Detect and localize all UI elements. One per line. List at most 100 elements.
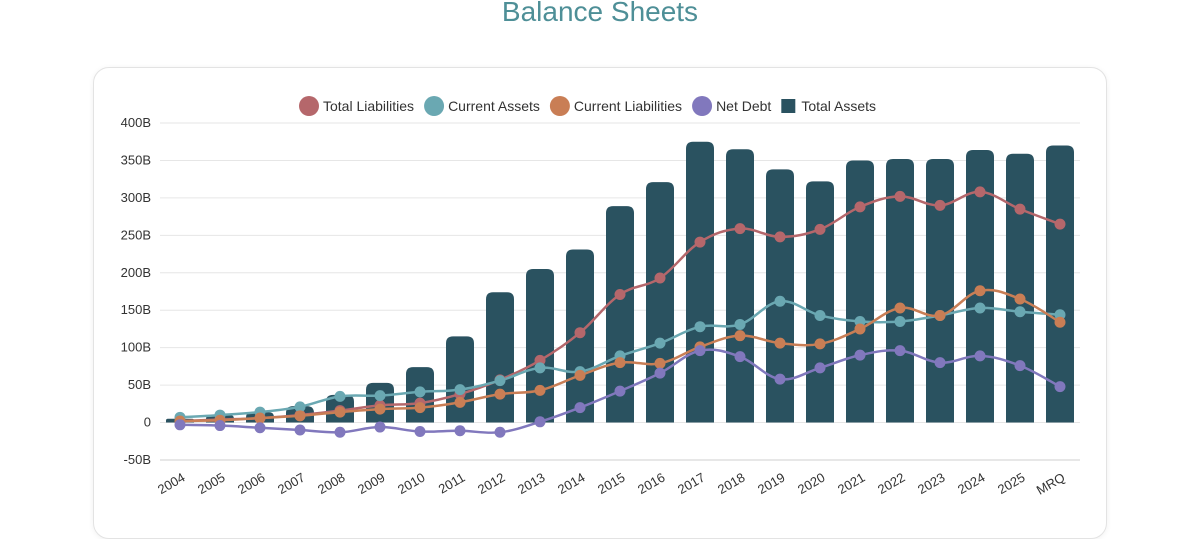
point-current-assets[interactable] [454,384,466,396]
point-current-liabilities[interactable] [774,337,786,349]
point-total-liabilities[interactable] [614,288,626,300]
point-net-debt[interactable] [854,349,866,361]
bar-total-assets[interactable] [806,181,834,423]
point-net-debt[interactable] [294,424,306,436]
point-current-liabilities[interactable] [574,369,586,381]
point-total-liabilities[interactable] [574,327,586,339]
point-current-assets[interactable] [774,295,786,307]
bar-total-assets[interactable] [606,206,634,423]
point-net-debt[interactable] [774,373,786,385]
point-total-liabilities[interactable] [1014,203,1026,215]
legend-swatch-current-liabilities[interactable] [549,96,570,116]
point-current-liabilities[interactable] [854,323,866,335]
point-current-assets[interactable] [734,318,746,330]
point-net-debt[interactable] [934,357,946,369]
point-net-debt[interactable] [974,350,986,362]
point-current-liabilities[interactable] [734,330,746,342]
point-net-debt[interactable] [654,367,666,379]
point-current-liabilities[interactable] [894,302,906,314]
point-current-liabilities[interactable] [294,410,306,422]
bar-total-assets[interactable] [486,292,514,423]
point-total-liabilities[interactable] [854,201,866,213]
point-current-assets[interactable] [654,337,666,349]
point-current-liabilities[interactable] [814,338,826,350]
bar-total-assets[interactable] [646,182,674,423]
point-net-debt[interactable] [454,425,466,437]
point-current-liabilities[interactable] [334,406,346,418]
point-current-liabilities[interactable] [1014,293,1026,305]
point-current-liabilities[interactable] [414,402,426,414]
legend-label-total-liabilities[interactable]: Total Liabilities [323,98,414,114]
point-current-liabilities[interactable] [614,357,626,369]
point-current-liabilities[interactable] [254,412,266,424]
point-net-debt[interactable] [614,385,626,397]
point-current-assets[interactable] [494,375,506,387]
bar-total-assets[interactable] [846,160,874,423]
point-net-debt[interactable] [574,402,586,414]
point-total-liabilities[interactable] [974,186,986,198]
point-current-liabilities[interactable] [654,357,666,369]
page-title: Balance Sheets [501,0,699,27]
point-current-liabilities[interactable] [1054,316,1066,328]
point-net-debt[interactable] [494,426,506,438]
y-tick-label: 300B [121,190,151,205]
point-current-assets[interactable] [334,390,346,402]
point-total-liabilities[interactable] [934,199,946,211]
point-current-liabilities[interactable] [934,309,946,321]
bar-total-assets[interactable] [526,269,554,423]
legend-swatch-total-assets[interactable] [781,99,796,113]
point-current-assets[interactable] [294,401,306,413]
point-net-debt[interactable] [254,422,266,434]
x-tick-label: 2005 [195,470,228,497]
bar-total-assets[interactable] [926,158,954,423]
legend-label-current-assets[interactable]: Current Assets [448,98,540,114]
legend-swatch-current-assets[interactable] [424,96,445,116]
point-net-debt[interactable] [334,426,346,438]
point-current-assets[interactable] [374,390,386,402]
point-current-liabilities[interactable] [974,285,986,297]
point-current-liabilities[interactable] [454,396,466,408]
point-net-debt[interactable] [174,419,186,431]
point-net-debt[interactable] [694,345,706,357]
bar-total-assets[interactable] [726,149,754,423]
point-net-debt[interactable] [734,351,746,363]
point-net-debt[interactable] [1014,360,1026,372]
point-total-liabilities[interactable] [694,236,706,248]
point-net-debt[interactable] [214,420,226,432]
point-current-assets[interactable] [974,302,986,314]
point-current-assets[interactable] [1014,306,1026,318]
bar-total-assets[interactable] [1046,145,1074,423]
bar-total-assets[interactable] [1006,153,1034,423]
legend-label-net-debt[interactable]: Net Debt [716,98,771,114]
point-net-debt[interactable] [1054,381,1066,393]
legend-label-current-liabilities[interactable]: Current Liabilities [574,98,682,114]
bar-total-assets[interactable] [446,336,474,423]
point-current-assets[interactable] [814,309,826,321]
point-current-liabilities[interactable] [494,388,506,400]
legend-swatch-net-debt[interactable] [692,96,713,116]
bar-total-assets[interactable] [686,141,714,423]
point-net-debt[interactable] [534,416,546,428]
bar-total-assets[interactable] [886,158,914,423]
point-total-liabilities[interactable] [1054,218,1066,230]
point-current-assets[interactable] [534,362,546,374]
point-current-assets[interactable] [694,321,706,333]
point-net-debt[interactable] [374,421,386,433]
x-tick-label: 2025 [995,470,1028,497]
legend-swatch-total-liabilities[interactable] [299,96,319,116]
point-net-debt[interactable] [414,426,426,438]
point-total-liabilities[interactable] [894,190,906,202]
point-current-assets[interactable] [894,315,906,327]
point-total-liabilities[interactable] [774,231,786,243]
point-total-liabilities[interactable] [654,272,666,284]
point-total-liabilities[interactable] [734,223,746,235]
point-current-liabilities[interactable] [534,384,546,396]
x-tick-label: 2010 [395,470,428,497]
legend-label-total-assets[interactable]: Total Assets [801,98,876,114]
point-current-liabilities[interactable] [374,403,386,415]
point-net-debt[interactable] [894,345,906,357]
point-current-assets[interactable] [414,386,426,398]
point-net-debt[interactable] [814,362,826,374]
x-tick-label: 2008 [315,470,348,497]
point-total-liabilities[interactable] [814,223,826,235]
